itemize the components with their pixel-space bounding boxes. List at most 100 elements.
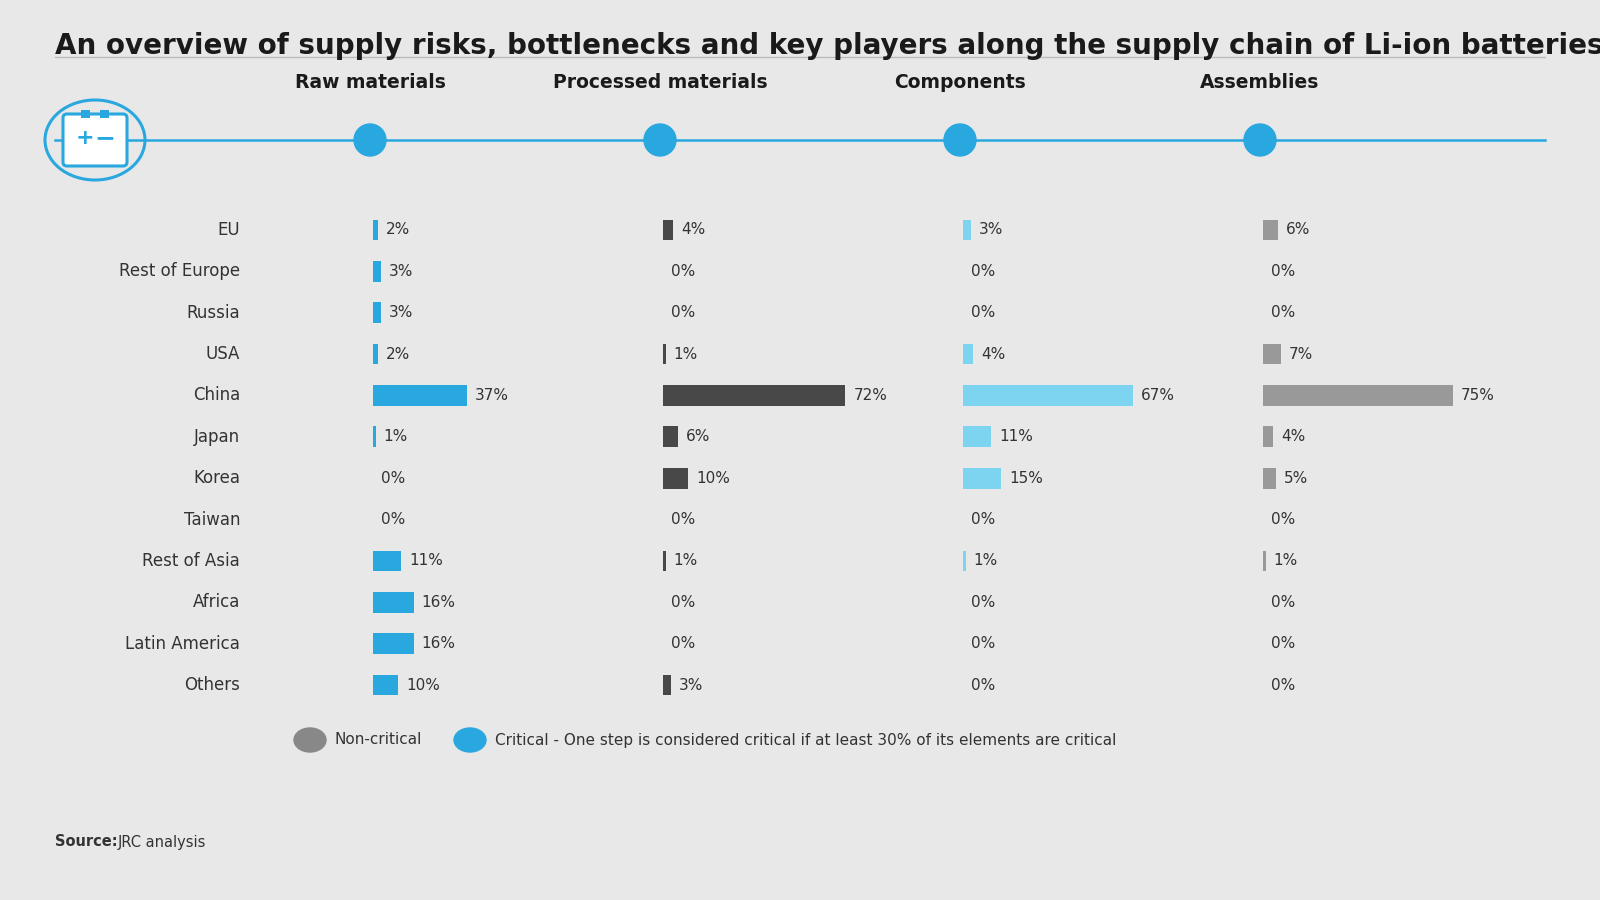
Bar bbox=[662, 675, 670, 696]
Bar bbox=[373, 344, 378, 364]
Bar bbox=[1262, 427, 1274, 447]
Bar bbox=[963, 220, 971, 240]
Text: 1%: 1% bbox=[384, 429, 408, 445]
Bar bbox=[373, 427, 376, 447]
Text: 1%: 1% bbox=[1274, 554, 1298, 569]
Bar bbox=[373, 551, 402, 572]
Bar bbox=[373, 302, 381, 323]
Text: 6%: 6% bbox=[1286, 222, 1310, 238]
Text: 0%: 0% bbox=[670, 636, 696, 651]
Text: 0%: 0% bbox=[670, 512, 696, 527]
Bar bbox=[963, 344, 973, 364]
Text: 0%: 0% bbox=[1270, 678, 1296, 692]
Text: 2%: 2% bbox=[386, 346, 410, 362]
Text: 1%: 1% bbox=[674, 554, 698, 569]
Text: +: + bbox=[75, 128, 94, 148]
Text: Processed materials: Processed materials bbox=[552, 73, 768, 92]
Bar bbox=[963, 551, 965, 572]
Text: 2%: 2% bbox=[386, 222, 410, 238]
Bar bbox=[373, 592, 413, 613]
Text: 11%: 11% bbox=[410, 554, 443, 569]
Bar bbox=[963, 427, 990, 447]
Bar bbox=[662, 551, 666, 572]
Bar bbox=[1262, 344, 1280, 364]
Text: 0%: 0% bbox=[381, 512, 405, 527]
Text: Non-critical: Non-critical bbox=[334, 733, 422, 748]
Text: 7%: 7% bbox=[1288, 346, 1314, 362]
Text: 0%: 0% bbox=[971, 305, 995, 320]
Text: 0%: 0% bbox=[971, 512, 995, 527]
Text: 75%: 75% bbox=[1461, 388, 1494, 403]
Text: 0%: 0% bbox=[381, 471, 405, 486]
Text: JRC analysis: JRC analysis bbox=[118, 834, 206, 850]
Text: 15%: 15% bbox=[1010, 471, 1043, 486]
Text: 3%: 3% bbox=[979, 222, 1003, 238]
Text: 1%: 1% bbox=[973, 554, 998, 569]
Bar bbox=[82, 110, 90, 118]
Text: 10%: 10% bbox=[406, 678, 440, 692]
Circle shape bbox=[643, 124, 675, 156]
Bar bbox=[373, 634, 413, 654]
Text: 0%: 0% bbox=[670, 305, 696, 320]
Text: 0%: 0% bbox=[1270, 264, 1296, 279]
Ellipse shape bbox=[294, 728, 326, 752]
Text: 37%: 37% bbox=[475, 388, 509, 403]
Text: 5%: 5% bbox=[1283, 471, 1307, 486]
Bar bbox=[373, 385, 467, 406]
Text: Raw materials: Raw materials bbox=[294, 73, 445, 92]
Text: 3%: 3% bbox=[389, 264, 413, 279]
Text: 4%: 4% bbox=[682, 222, 706, 238]
Bar bbox=[373, 220, 378, 240]
Text: Source:: Source: bbox=[54, 834, 118, 850]
Text: 0%: 0% bbox=[1270, 305, 1296, 320]
Bar bbox=[662, 385, 845, 406]
Text: Rest of Europe: Rest of Europe bbox=[118, 263, 240, 281]
Text: Components: Components bbox=[894, 73, 1026, 92]
Bar bbox=[99, 110, 109, 118]
Text: Others: Others bbox=[184, 676, 240, 694]
Bar bbox=[662, 468, 688, 489]
Text: 72%: 72% bbox=[853, 388, 888, 403]
Text: 3%: 3% bbox=[389, 305, 413, 320]
Bar bbox=[662, 427, 678, 447]
Circle shape bbox=[1245, 124, 1277, 156]
Text: 16%: 16% bbox=[421, 636, 456, 651]
Bar bbox=[963, 468, 1002, 489]
Bar bbox=[662, 220, 674, 240]
Text: 11%: 11% bbox=[998, 429, 1032, 445]
Bar bbox=[373, 261, 381, 282]
Bar bbox=[662, 344, 666, 364]
Text: Critical - One step is considered critical if at least 30% of its elements are c: Critical - One step is considered critic… bbox=[494, 733, 1117, 748]
Circle shape bbox=[354, 124, 386, 156]
Text: 0%: 0% bbox=[971, 264, 995, 279]
Text: Assemblies: Assemblies bbox=[1200, 73, 1320, 92]
Text: 0%: 0% bbox=[971, 678, 995, 692]
Text: Rest of Asia: Rest of Asia bbox=[142, 552, 240, 570]
Text: China: China bbox=[192, 386, 240, 404]
Text: An overview of supply risks, bottlenecks and key players along the supply chain : An overview of supply risks, bottlenecks… bbox=[54, 32, 1600, 60]
Text: Taiwan: Taiwan bbox=[184, 510, 240, 528]
Text: Latin America: Latin America bbox=[125, 634, 240, 652]
Bar bbox=[373, 675, 398, 696]
Text: 0%: 0% bbox=[971, 636, 995, 651]
Bar bbox=[1262, 220, 1278, 240]
Text: 4%: 4% bbox=[1282, 429, 1306, 445]
Text: 0%: 0% bbox=[1270, 512, 1296, 527]
FancyBboxPatch shape bbox=[62, 114, 126, 166]
Text: −: − bbox=[94, 126, 115, 150]
Text: 16%: 16% bbox=[421, 595, 456, 610]
Bar bbox=[1262, 468, 1275, 489]
Text: 0%: 0% bbox=[670, 264, 696, 279]
Text: 67%: 67% bbox=[1141, 388, 1174, 403]
Text: 6%: 6% bbox=[686, 429, 710, 445]
Bar bbox=[1262, 385, 1453, 406]
Circle shape bbox=[944, 124, 976, 156]
Bar bbox=[1262, 551, 1266, 572]
Text: Africa: Africa bbox=[192, 593, 240, 611]
Text: 4%: 4% bbox=[981, 346, 1005, 362]
Text: Japan: Japan bbox=[194, 428, 240, 446]
Bar bbox=[963, 385, 1133, 406]
Text: 1%: 1% bbox=[674, 346, 698, 362]
Text: 0%: 0% bbox=[971, 595, 995, 610]
Text: USA: USA bbox=[206, 345, 240, 363]
